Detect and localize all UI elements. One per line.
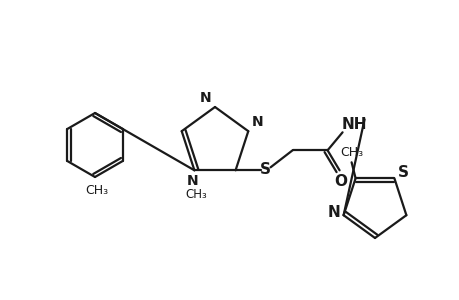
Text: CH₃: CH₃ [339, 146, 362, 159]
Text: N: N [251, 115, 263, 129]
Text: NH: NH [341, 117, 367, 132]
Text: N: N [186, 174, 198, 188]
Text: S: S [259, 162, 270, 177]
Text: O: O [333, 174, 347, 189]
Text: N: N [326, 205, 339, 220]
Text: S: S [397, 165, 408, 180]
Text: CH₃: CH₃ [185, 188, 207, 201]
Text: N: N [200, 91, 211, 105]
Text: CH₃: CH₃ [85, 184, 108, 197]
